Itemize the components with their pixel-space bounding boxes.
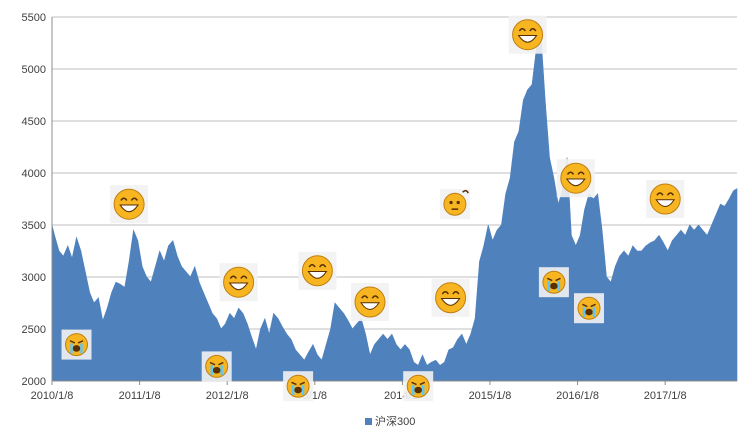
y-tick-label: 3500 xyxy=(22,220,46,232)
eye xyxy=(452,291,460,295)
eye xyxy=(456,200,460,205)
face-disc xyxy=(65,333,88,357)
emoji-markers xyxy=(61,15,685,402)
face-disc xyxy=(205,354,229,378)
cry-mouth xyxy=(294,386,302,394)
cry-mouth xyxy=(585,308,593,316)
eye xyxy=(130,197,138,201)
grin-mouth xyxy=(307,271,328,279)
eye xyxy=(419,381,426,386)
eye xyxy=(319,264,327,268)
eye xyxy=(291,381,297,386)
eye xyxy=(229,275,237,279)
eye xyxy=(69,340,76,344)
grin-mouth xyxy=(655,199,676,207)
x-tick-label: 2011/1/8 xyxy=(119,390,161,402)
eye xyxy=(555,277,561,282)
face-disc xyxy=(286,374,310,398)
laughing-face-icon xyxy=(431,278,470,317)
cry-mouth xyxy=(72,345,81,352)
face-disc xyxy=(542,270,566,294)
face-disc xyxy=(435,282,467,314)
x-tick-label: 2010/1/8 xyxy=(31,390,74,402)
eye xyxy=(218,361,224,366)
eye xyxy=(566,171,575,175)
face-disc xyxy=(577,296,601,320)
axes xyxy=(51,17,737,382)
crying-face-icon xyxy=(403,371,434,402)
laughing-face-icon xyxy=(298,251,337,290)
face-disc xyxy=(223,266,255,298)
laughing-face-icon xyxy=(556,159,595,198)
eye xyxy=(209,361,216,366)
question-mark xyxy=(462,189,469,194)
eye xyxy=(371,295,379,299)
face-disc xyxy=(512,19,544,51)
crying-face-icon xyxy=(201,351,232,382)
cry-mouth xyxy=(212,366,221,374)
laughing-face-icon xyxy=(351,283,389,321)
y-tick-label: 3000 xyxy=(22,272,46,284)
eye xyxy=(299,381,306,386)
eye xyxy=(411,381,417,386)
y-tick-label: 2500 xyxy=(22,324,46,336)
face-disc xyxy=(649,183,681,215)
y-axis-ticks: 2000 2500 3000 3500 4000 4500 5000 5500 xyxy=(22,12,46,388)
eye xyxy=(529,27,537,32)
x-axis-ticks: 2010/1/8 2011/1/8 2012/1/8 3/1/8 2014/1/2015… xyxy=(31,381,687,402)
grin-mouth xyxy=(119,204,140,213)
eye xyxy=(361,295,369,299)
legend-label: 沪深300 xyxy=(375,414,415,428)
face-disc xyxy=(443,192,467,216)
grin-mouth xyxy=(228,282,249,291)
eye xyxy=(666,192,675,196)
eye xyxy=(77,340,84,344)
cry-mouth xyxy=(414,386,423,394)
eye xyxy=(449,200,453,205)
laughing-face-icon xyxy=(219,263,258,302)
grin-mouth xyxy=(360,302,380,310)
eye xyxy=(590,303,596,308)
grin-mouth xyxy=(517,34,538,43)
eye xyxy=(308,264,316,268)
grin-mouth xyxy=(565,178,586,187)
y-tick-label: 5500 xyxy=(22,12,46,24)
y-tick-label: 4500 xyxy=(22,116,46,128)
y-tick-label: 4000 xyxy=(22,168,46,180)
laughing-face-icon xyxy=(646,180,685,218)
eye xyxy=(240,275,248,279)
face-disc xyxy=(301,255,333,287)
x-tick-label: 2017/1/8 xyxy=(644,390,687,402)
eye xyxy=(577,171,585,175)
thinking-face-icon xyxy=(439,189,470,220)
crying-face-icon xyxy=(283,371,314,402)
eye xyxy=(518,27,526,32)
y-tick-label: 5000 xyxy=(22,64,46,76)
crying-face-icon xyxy=(61,329,92,360)
eye xyxy=(656,192,664,196)
face-disc xyxy=(560,162,592,194)
y-tick-label: 2000 xyxy=(22,376,46,388)
eye xyxy=(441,291,449,295)
legend[interactable]: 沪深300 xyxy=(365,414,415,428)
x-tick-label: 2012/1/8 xyxy=(206,390,249,402)
face-disc xyxy=(354,286,386,318)
legend-swatch xyxy=(365,418,372,425)
laughing-face-icon xyxy=(508,15,547,54)
crying-face-icon xyxy=(538,267,569,298)
x-tick-label: 2015/1/8 xyxy=(469,390,512,402)
x-tick-label: 2016/1/8 xyxy=(556,390,599,402)
eye xyxy=(582,303,588,308)
laughing-face-icon xyxy=(110,185,149,224)
crying-face-icon xyxy=(574,293,604,324)
grin-mouth xyxy=(440,298,461,306)
face-disc xyxy=(406,374,430,398)
cry-mouth xyxy=(550,282,558,290)
eye xyxy=(546,277,553,282)
face-disc xyxy=(113,188,145,220)
eye xyxy=(120,197,128,201)
